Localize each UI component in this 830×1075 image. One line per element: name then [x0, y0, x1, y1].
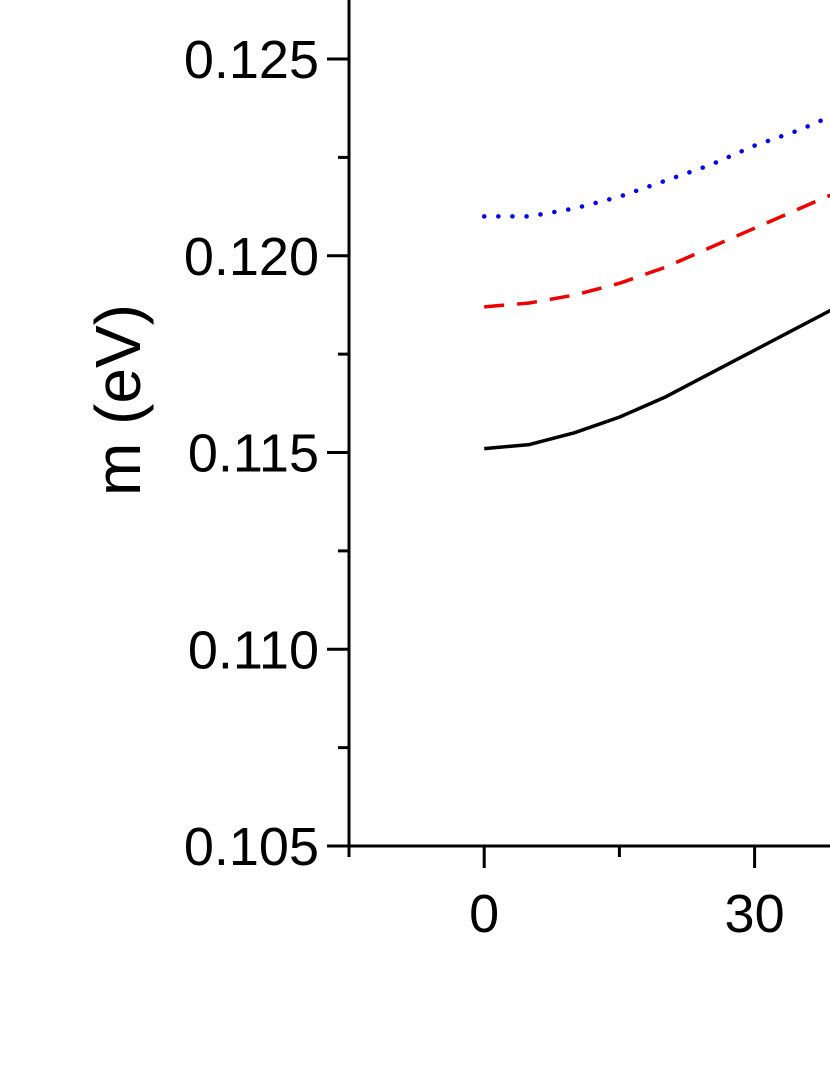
series-line-solid: [484, 308, 830, 451]
x-tick-label: 0: [469, 884, 499, 944]
series-line-dashed: [484, 193, 830, 309]
y-tick-label: 0.110: [188, 620, 319, 680]
x-tick-label: 30: [725, 884, 785, 944]
y-tick-label: 0.105: [184, 817, 319, 877]
plot-lines: [481, 114, 830, 451]
y-tick-label: 0.125: [184, 30, 319, 90]
y-tick-label: 0.120: [184, 227, 319, 287]
x-ticks: 0306: [347, 846, 785, 944]
y-ticks: 0.105 0.110 0.115 0.120 0.125: [184, 30, 349, 877]
axes: [347, 0, 830, 848]
y-tick-label: 0.115: [188, 424, 319, 484]
series-line-dotted: [481, 114, 830, 219]
y-axis-title: m (eV): [82, 304, 154, 496]
